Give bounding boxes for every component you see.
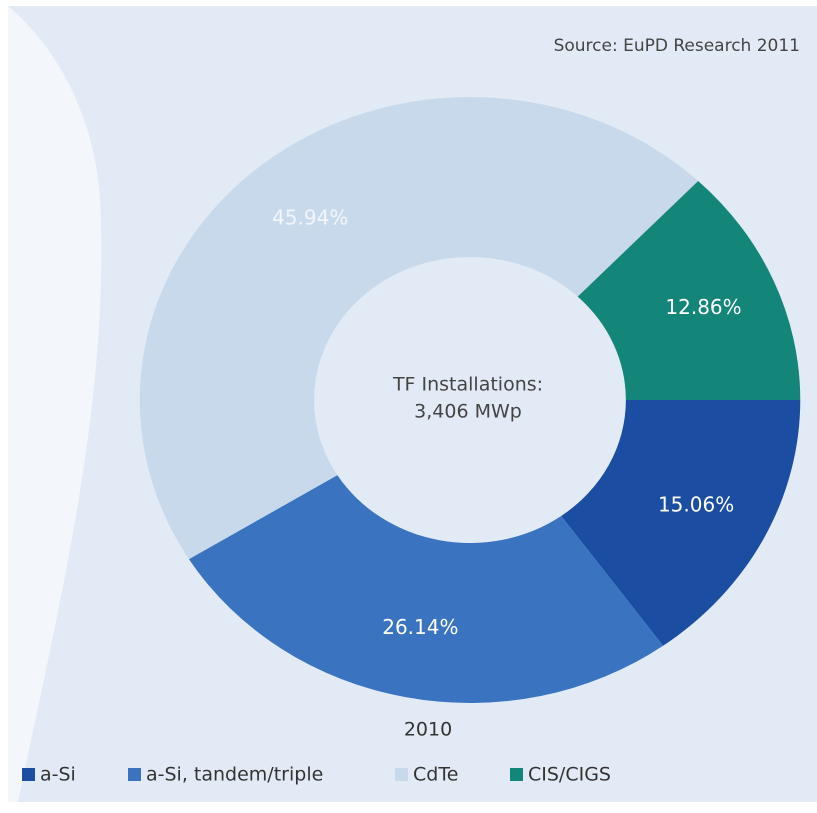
legend-label: CIS/CIGS [528, 764, 611, 786]
legend: a-Si a-Si, tandem/triple CdTe CIS/CIGS [22, 764, 611, 786]
legend-label: CdTe [413, 764, 458, 786]
center-label: TF Installations: [392, 374, 543, 396]
donut: 15.06% 26.14% 45.94% 12.86% [139, 96, 801, 703]
value-label: 26.14% [382, 615, 458, 639]
slice [577, 180, 801, 400]
value-label: 45.94% [272, 205, 348, 229]
legend-swatch [128, 768, 141, 781]
source: Source: EuPD Research 2011 [554, 36, 800, 56]
legend-label: a-Si, tandem/triple [146, 764, 323, 786]
center-label: 3,406 MWp [414, 401, 522, 423]
year-label: 2010 [404, 719, 452, 741]
legend-swatch [395, 768, 408, 781]
legend-swatch [22, 768, 35, 781]
value-label: 15.06% [658, 493, 734, 517]
slice [188, 475, 664, 703]
legend-swatch [510, 768, 523, 781]
legend-label: a-Si [40, 764, 76, 786]
decoration [8, 6, 102, 802]
slice [561, 400, 801, 646]
slice [139, 96, 699, 560]
value-label: 12.86% [665, 295, 741, 319]
